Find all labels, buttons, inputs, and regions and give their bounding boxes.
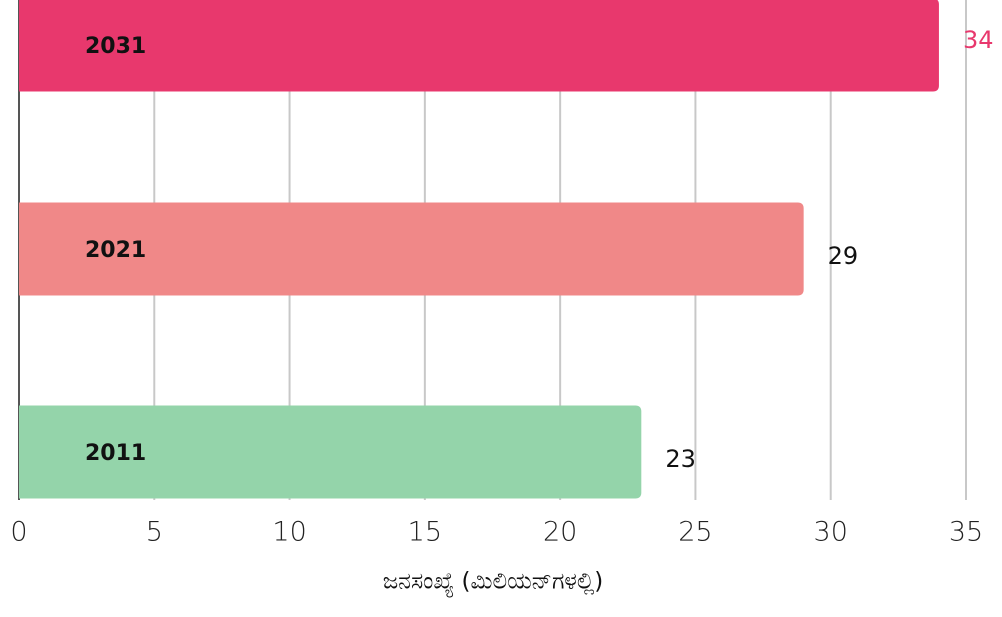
category-label: 2011 — [85, 441, 146, 466]
category-label: 2021 — [85, 238, 146, 263]
x-tick-label: 20 — [543, 517, 577, 548]
x-tick-label: 30 — [814, 517, 848, 548]
x-tick-label: 0 — [10, 517, 27, 548]
category-label: 2031 — [85, 34, 146, 59]
bar — [19, 0, 939, 92]
value-label: 34 — [963, 26, 994, 54]
value-label: 23 — [665, 445, 696, 473]
x-tick-label: 5 — [146, 517, 163, 548]
x-tick-label: 35 — [949, 517, 983, 548]
x-tick-label: 25 — [678, 517, 712, 548]
x-axis-title: ಜನಸಂಖ್ಯೆ (ಮಿಲಿಯನ್‌ಗಳಲ್ಲಿ) — [383, 569, 604, 598]
bar — [19, 202, 804, 296]
value-label: 29 — [828, 242, 859, 270]
x-tick-label: 15 — [408, 517, 442, 548]
bar — [19, 405, 642, 499]
x-tick-label: 10 — [272, 517, 306, 548]
